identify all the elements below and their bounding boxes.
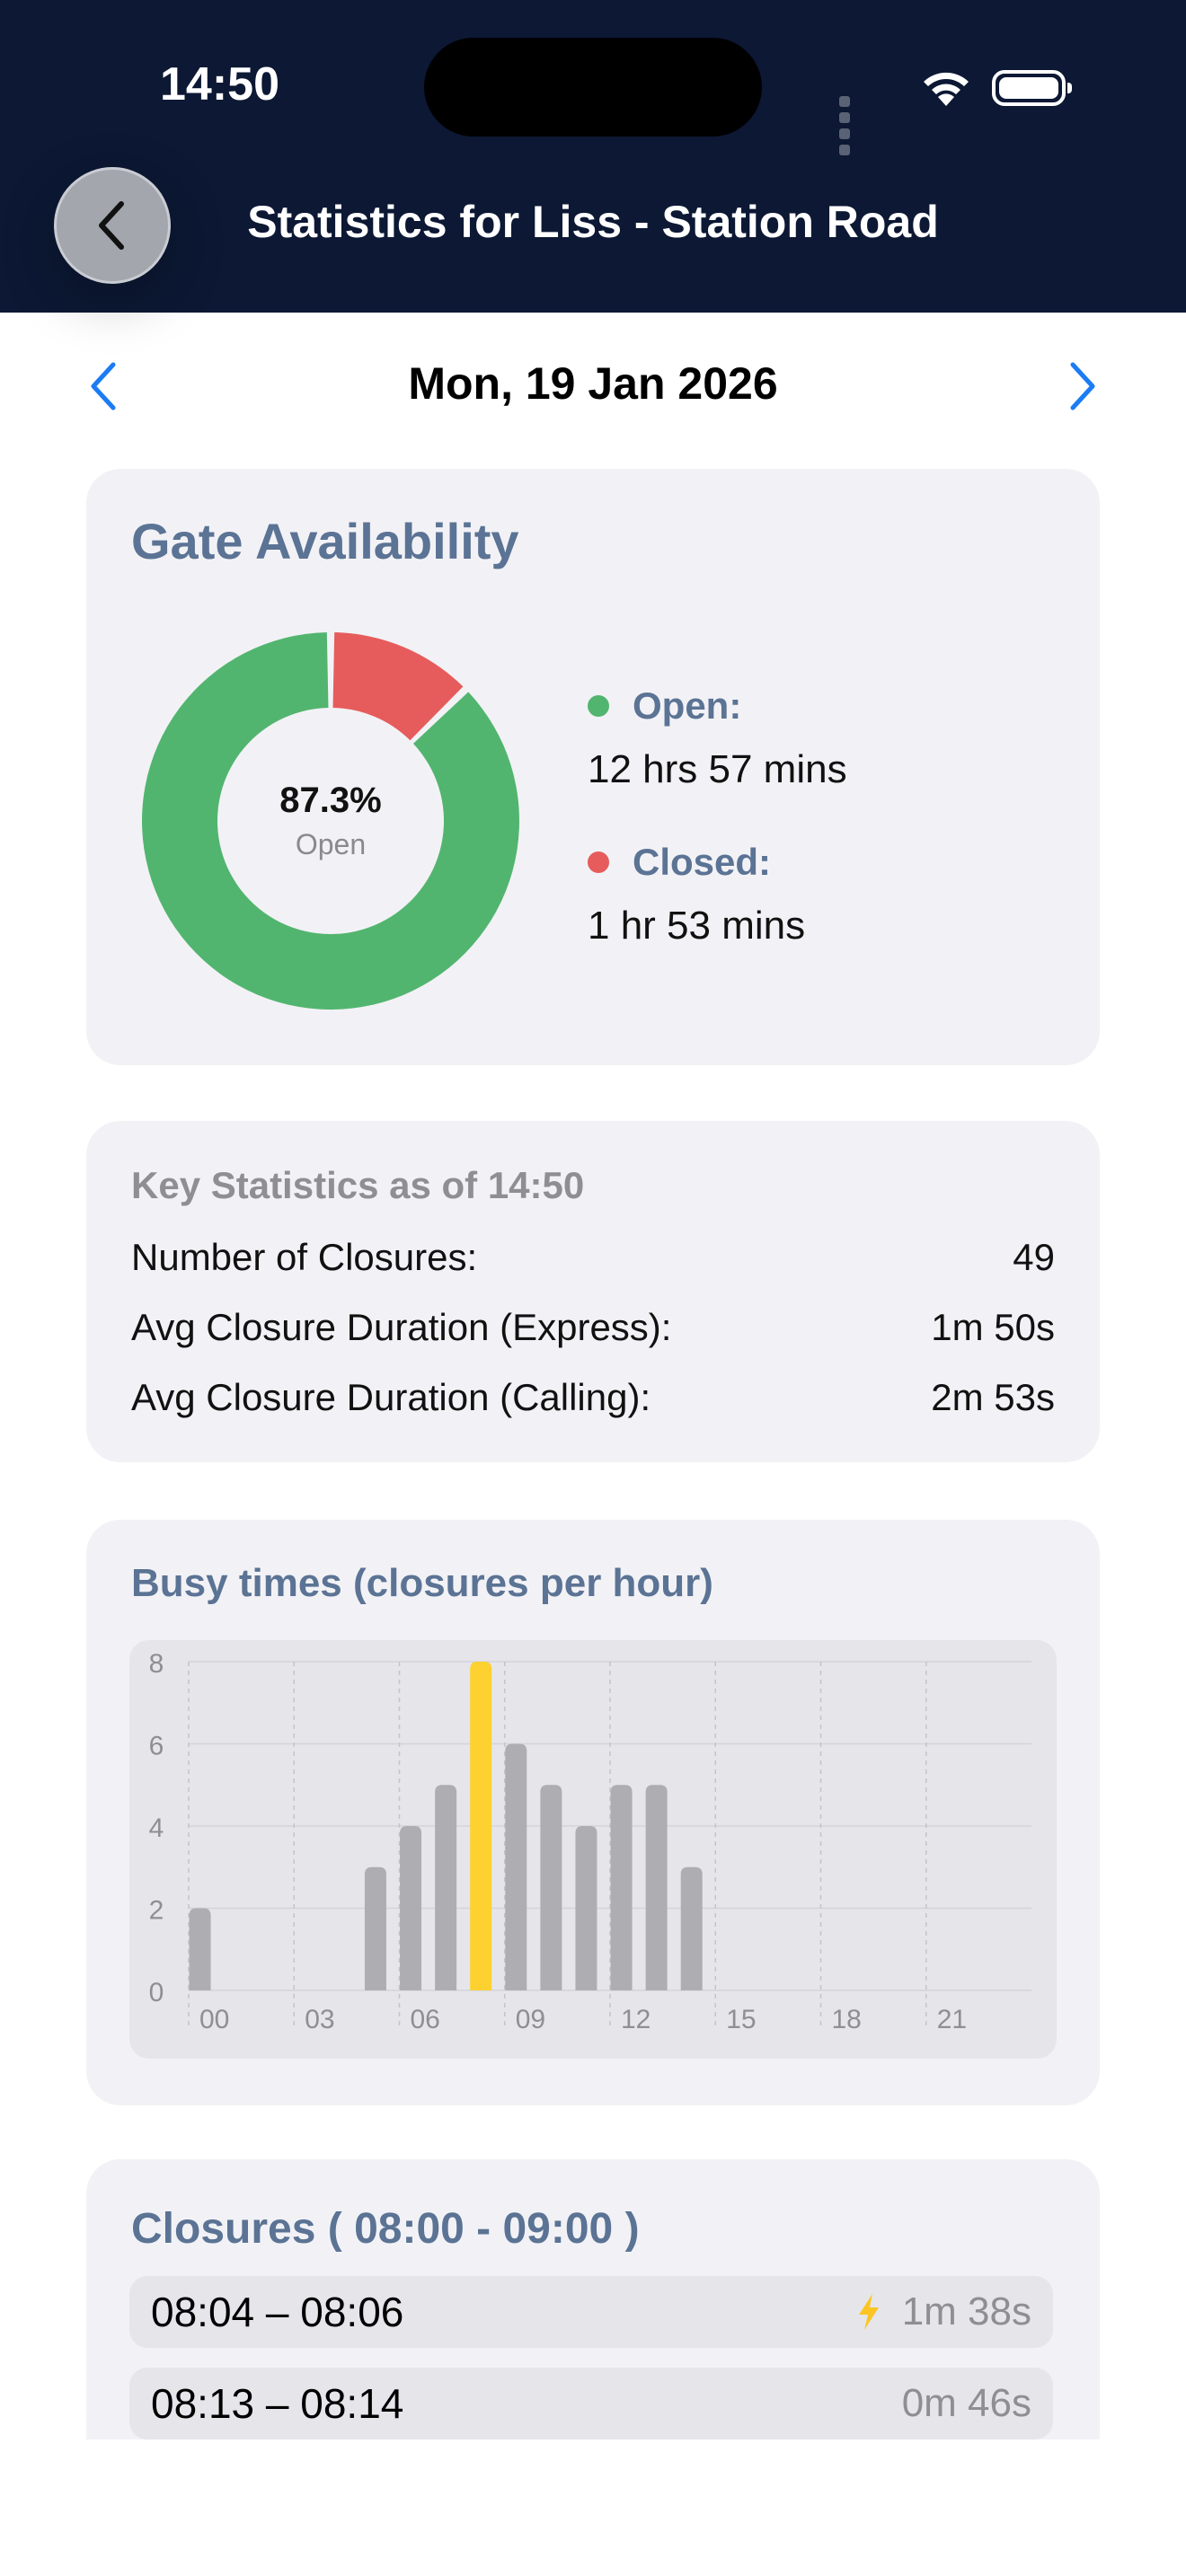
- chevron-left-icon: [99, 201, 124, 250]
- closure-duration: 0m 46s: [901, 2381, 1031, 2425]
- x-tick-label: 18: [832, 2005, 862, 2034]
- x-tick-label: 00: [199, 2005, 229, 2034]
- next-day-button[interactable]: [1064, 359, 1100, 418]
- bar: [364, 1866, 386, 1990]
- closure-row[interactable]: 08:04 – 08:06 1m 38s: [129, 2276, 1053, 2348]
- stat-label: Avg Closure Duration (Express):: [131, 1306, 672, 1348]
- open-percentage: 87.3%: [279, 781, 382, 820]
- nav-header: 14:50 Statistics for Liss - Station Road: [0, 0, 1186, 313]
- back-button[interactable]: [54, 167, 171, 284]
- closure-time: 08:13 – 08:14: [151, 2380, 404, 2427]
- busy-times-card: Busy times (closures per hour) 0 2 4 6 8 00 03…: [86, 1520, 1100, 2105]
- y-tick-label: 0: [149, 1978, 164, 2007]
- y-tick-label: 2: [149, 1896, 164, 1926]
- x-tick-label: 06: [411, 2005, 440, 2034]
- open-duration: 12 hrs 57 mins: [588, 747, 847, 791]
- closure-duration: 1m 38s: [901, 2289, 1031, 2333]
- key-statistics-title: Key Statistics as of 14:50: [131, 1164, 585, 1206]
- legend-open: Open: 12 hrs 57 mins: [588, 684, 847, 792]
- current-date: Mon, 19 Jan 2026: [408, 358, 778, 409]
- availability-donut-chart: 87.3% Open: [140, 631, 521, 1011]
- legend-open-label: Open:: [633, 684, 742, 727]
- bar: [645, 1785, 668, 1990]
- x-tick-label: 12: [621, 2005, 651, 2034]
- bolt-icon: [855, 2292, 882, 2332]
- bar: [680, 1866, 703, 1990]
- chevron-right-icon: [1070, 362, 1095, 410]
- stat-value: 49: [1013, 1236, 1055, 1278]
- y-tick-label: 6: [149, 1732, 164, 1761]
- closure-row[interactable]: 08:13 – 08:14 0m 46s: [129, 2368, 1053, 2439]
- previous-day-button[interactable]: [86, 359, 122, 418]
- bar: [400, 1826, 422, 1990]
- stat-value: 1m 50s: [931, 1306, 1055, 1348]
- closed-duration: 1 hr 53 mins: [588, 904, 806, 948]
- closed-dot-icon: [588, 851, 609, 873]
- date-navigator: Mon, 19 Jan 2026: [0, 350, 1186, 422]
- page-title: Statistics for Liss - Station Road: [247, 197, 939, 247]
- key-statistics-card: Key Statistics as of 14:50 Number of Clo…: [86, 1121, 1100, 1462]
- stat-row: Avg Closure Duration (Express): 1m 50s: [131, 1306, 1055, 1349]
- stat-row: Number of Closures: 49: [131, 1236, 1055, 1279]
- battery-icon: [992, 70, 1072, 106]
- open-slice: [141, 632, 519, 1010]
- legend-closed-label: Closed:: [633, 841, 772, 883]
- y-tick-label: 4: [149, 1813, 164, 1843]
- closures-title: Closures ( 08:00 - 09:00 ): [131, 2205, 640, 2253]
- busy-times-title: Busy times (closures per hour): [131, 1561, 713, 1605]
- busy-times-chart: 0 2 4 6 8 00 03 06 09 12 15 18 21: [129, 1640, 1057, 2059]
- chevron-left-icon: [91, 362, 116, 410]
- legend-closed: Closed: 1 hr 53 mins: [588, 841, 805, 948]
- x-tick-label: 03: [305, 2005, 334, 2034]
- cellular-signal-icon: [839, 95, 854, 160]
- bar: [189, 1908, 211, 1990]
- closure-time: 08:04 – 08:06: [151, 2289, 404, 2335]
- closures-card: Closures ( 08:00 - 09:00 ) 08:04 – 08:06…: [86, 2159, 1100, 2554]
- dynamic-island: [424, 38, 762, 137]
- stat-value: 2m 53s: [931, 1376, 1055, 1418]
- x-tick-label: 09: [516, 2005, 545, 2034]
- bar: [540, 1785, 562, 1990]
- stat-label: Avg Closure Duration (Calling):: [131, 1376, 651, 1418]
- stat-row: Avg Closure Duration (Calling): 2m 53s: [131, 1376, 1055, 1419]
- bottom-area: [0, 2439, 1186, 2576]
- x-tick-label: 15: [726, 2005, 756, 2034]
- bar: [575, 1826, 597, 1990]
- status-time: 14:50: [160, 58, 279, 110]
- stat-label: Number of Closures:: [131, 1236, 478, 1278]
- bar: [435, 1785, 457, 1990]
- closed-slice: [332, 632, 464, 741]
- card-title: Gate Availability: [131, 513, 519, 569]
- bar: [505, 1743, 527, 1990]
- open-percentage-label: Open: [295, 828, 367, 860]
- y-tick-label: 8: [149, 1649, 164, 1679]
- busy-times-bar-chart: 0 2 4 6 8 00 03 06 09 12 15 18 21: [149, 1649, 1031, 2034]
- bar: [610, 1785, 633, 1990]
- wifi-icon: [918, 65, 974, 112]
- open-dot-icon: [588, 695, 609, 717]
- gate-availability-card: Gate Availability 87.3% Open Open: 12 hr…: [86, 469, 1100, 1065]
- bar-highlighted: [470, 1662, 492, 1990]
- x-tick-label: 21: [937, 2005, 967, 2034]
